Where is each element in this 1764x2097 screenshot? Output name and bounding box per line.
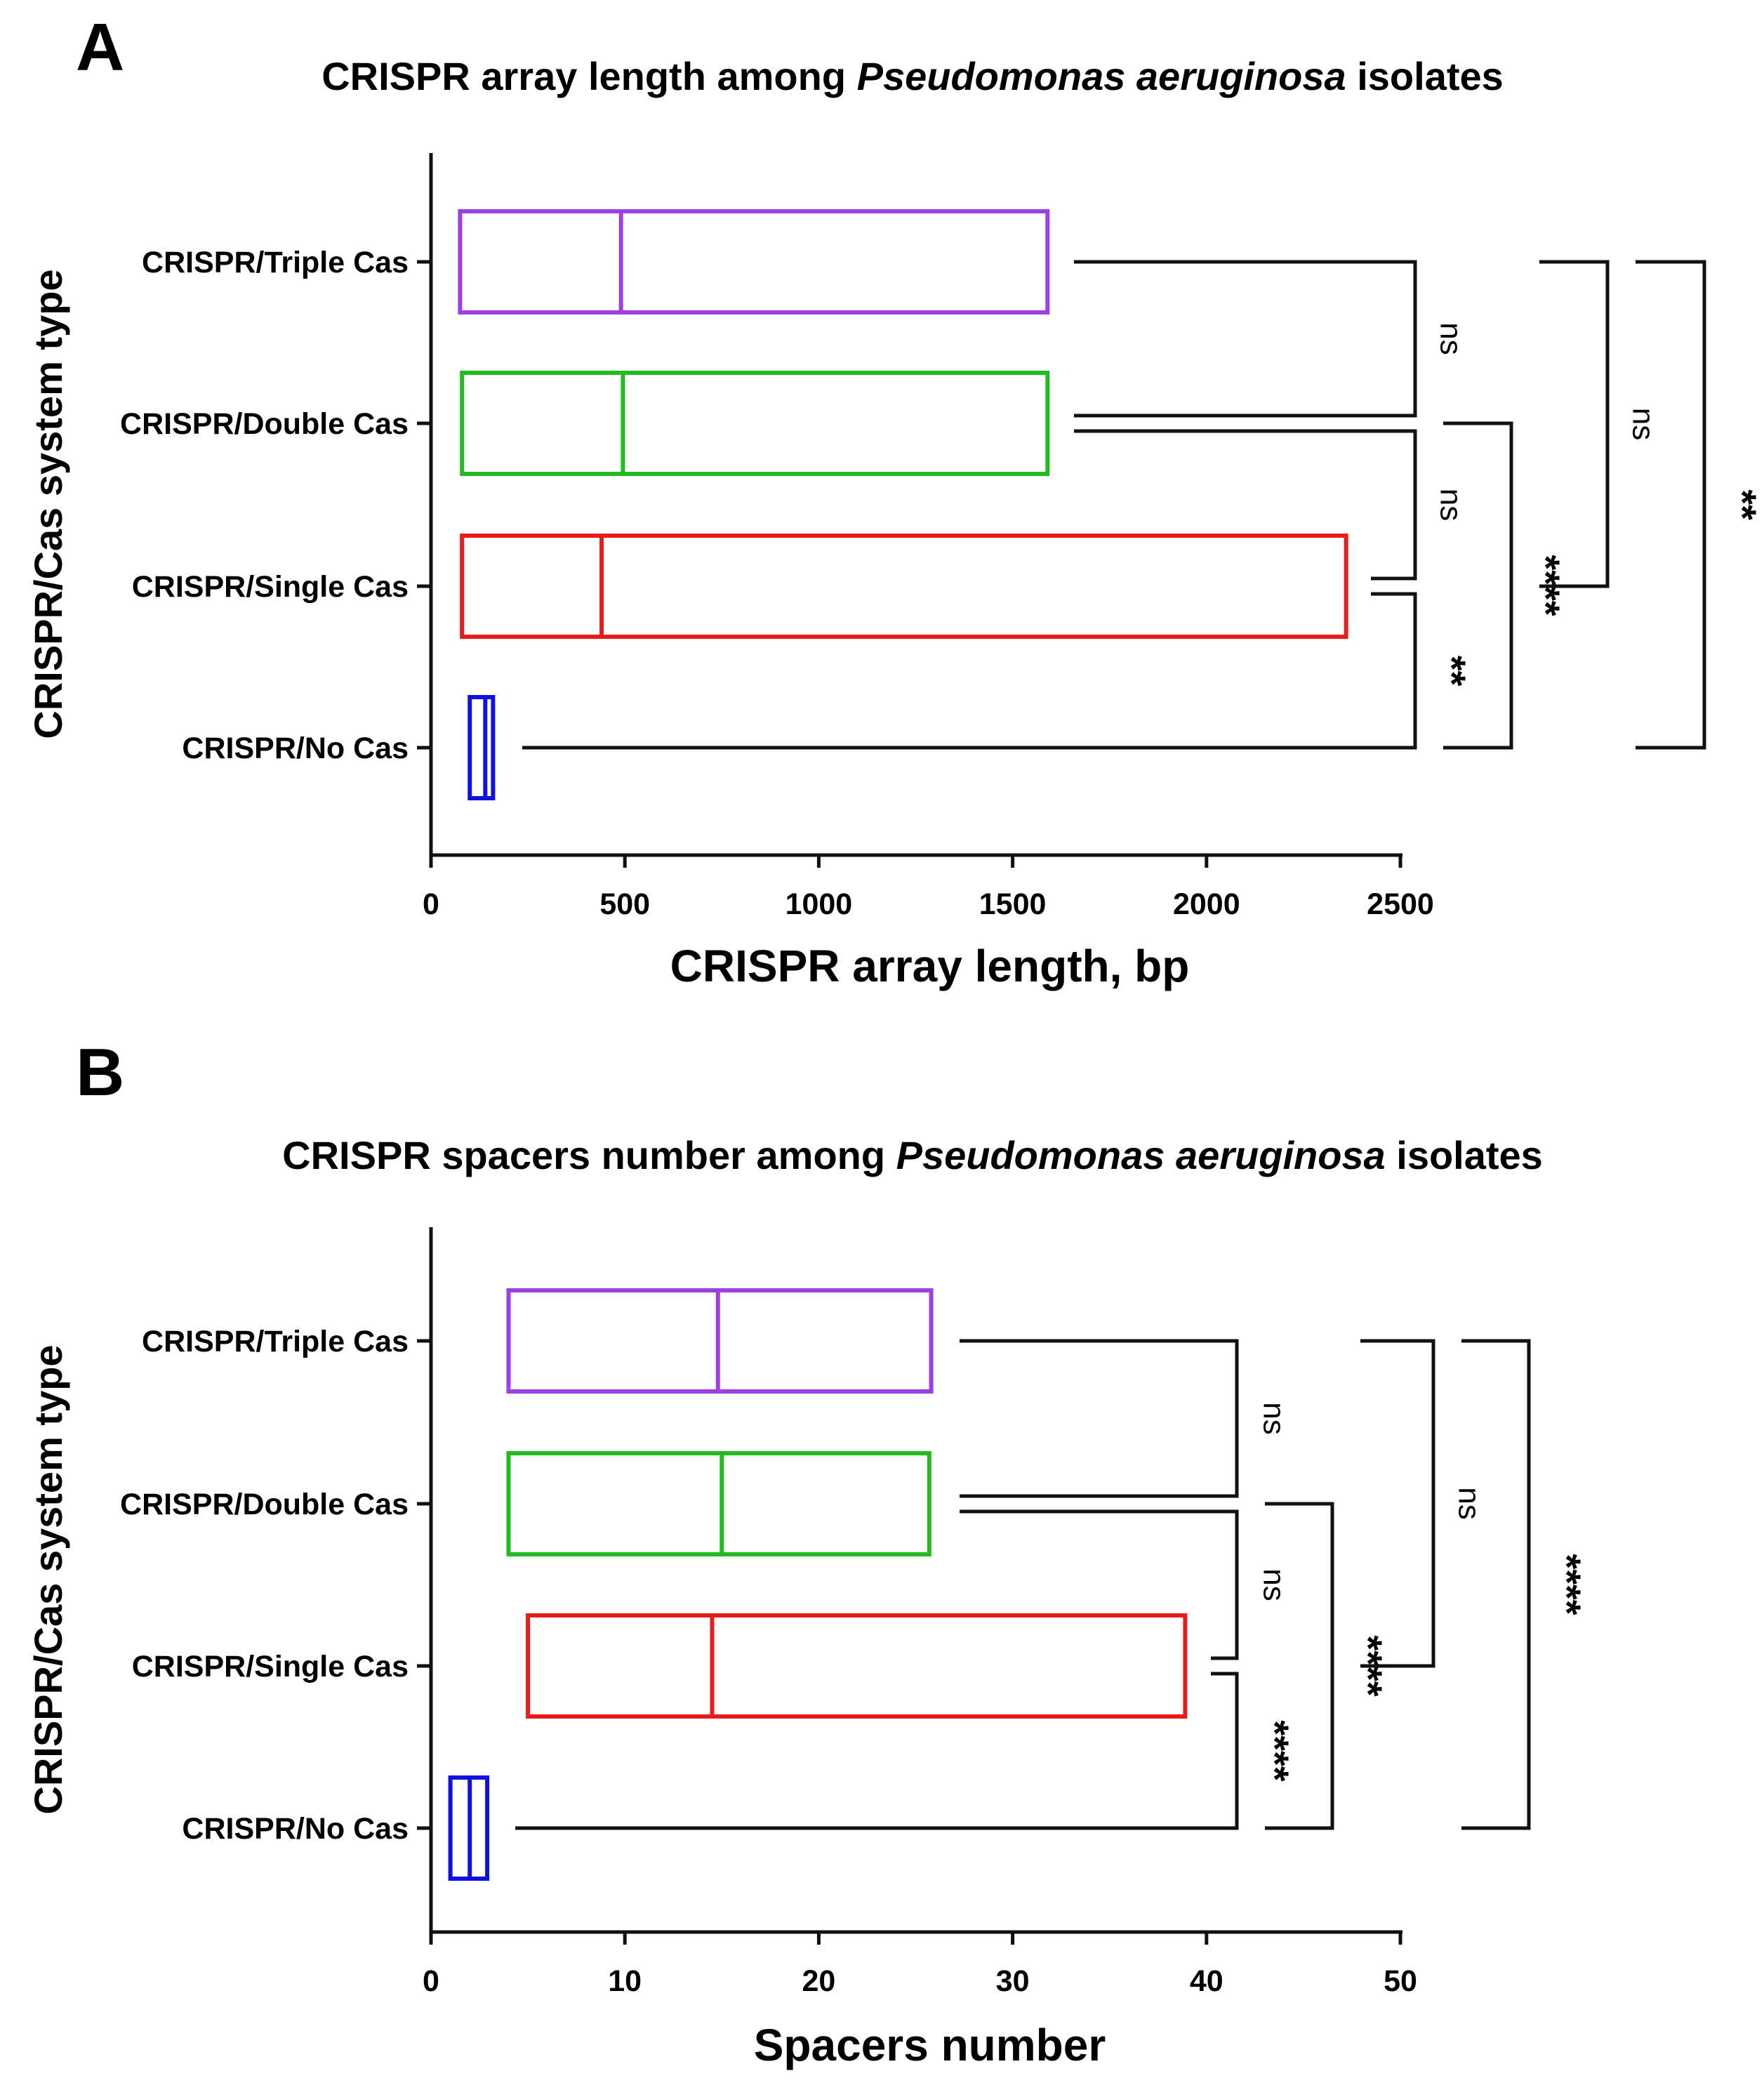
x-tick-label: 50 (1384, 1964, 1417, 1998)
x-tick-label: 40 (1190, 1964, 1223, 1998)
significance-label: ns (1626, 408, 1660, 440)
significance-bracket (515, 1672, 1239, 1830)
significance-label: **** (1545, 1554, 1589, 1615)
x-tick-label: 0 (423, 887, 439, 921)
significance-bracket (1074, 260, 1417, 418)
significance-bracket (522, 592, 1417, 750)
x-tick-label: 0 (423, 1964, 439, 1998)
category-label: CRISPR/No Cas (182, 732, 409, 765)
significance-label: ns (1452, 1487, 1486, 1519)
panel-letter: B (76, 1035, 124, 1110)
panel-b: B CRISPR spacers number among Pseudomonas… (26, 1035, 1589, 2070)
panel-letter: A (76, 10, 124, 85)
category-label: CRISPR/No Cas (182, 1812, 409, 1846)
chart-title-part: CRISPR spacers number among (282, 1133, 896, 1177)
category-label: CRISPR/Triple Cas (142, 1325, 409, 1358)
significance-label: ** (1720, 489, 1764, 520)
box (526, 1613, 1188, 1719)
x-tick-label: 1500 (979, 887, 1047, 921)
category-label: CRISPR/Single Cas (132, 1650, 409, 1683)
significance-label: ** (1430, 656, 1474, 687)
significance-bracket (1636, 260, 1706, 750)
box (506, 1451, 931, 1556)
chart-title-part: Pseudomonas aeruginosa (857, 54, 1346, 98)
significance-label: ns (1433, 322, 1468, 355)
category-label: CRISPR/Double Cas (120, 1488, 409, 1521)
x-axis-title: Spacers number (754, 2020, 1106, 2070)
y-axis-title: CRISPR/Cas system type (26, 269, 70, 739)
significance-bracket (960, 1509, 1239, 1660)
box (460, 371, 1050, 476)
chart-title: CRISPR spacers number among Pseudomonas … (282, 1133, 1543, 1177)
x-tick-label: 10 (608, 1964, 642, 1998)
box (460, 534, 1348, 639)
chart-title-part: isolates (1386, 1133, 1543, 1177)
chart-title-part: isolates (1346, 54, 1504, 98)
significance-bracket (1443, 421, 1513, 750)
chart-title-part: CRISPR array length among (321, 54, 856, 98)
significance-bracket (1265, 1502, 1334, 1830)
box (458, 209, 1050, 315)
significance-label: ns (1256, 1402, 1291, 1434)
significance-label: **** (1253, 1720, 1297, 1781)
significance-label: ns (1256, 1568, 1291, 1601)
significance-bracket (1360, 1339, 1435, 1668)
x-tick-label: 500 (599, 887, 650, 921)
category-label: CRISPR/Single Cas (132, 570, 409, 604)
x-tick-label: 1000 (785, 887, 853, 921)
x-axis-title: CRISPR array length, bp (670, 941, 1190, 991)
significance-bracket (1539, 260, 1610, 588)
x-tick-label: 20 (802, 1964, 835, 1998)
category-label: CRISPR/Triple Cas (142, 246, 409, 279)
y-axis-title: CRISPR/Cas system type (26, 1344, 70, 1814)
category-label: CRISPR/Double Cas (120, 407, 409, 441)
chart-title-part: Pseudomonas aeruginosa (896, 1133, 1386, 1177)
significance-bracket (1074, 429, 1417, 581)
x-tick-label: 2500 (1367, 887, 1434, 921)
panel-a: A CRISPR array length among Pseudomonas a… (26, 10, 1764, 991)
x-tick-label: 2000 (1173, 887, 1240, 921)
x-tick-label: 30 (996, 1964, 1030, 1998)
box (467, 695, 496, 800)
chart-title: CRISPR array length among Pseudomonas ae… (321, 54, 1504, 98)
significance-label: ns (1433, 489, 1468, 521)
significance-bracket (960, 1339, 1239, 1498)
significance-bracket (1461, 1339, 1531, 1830)
